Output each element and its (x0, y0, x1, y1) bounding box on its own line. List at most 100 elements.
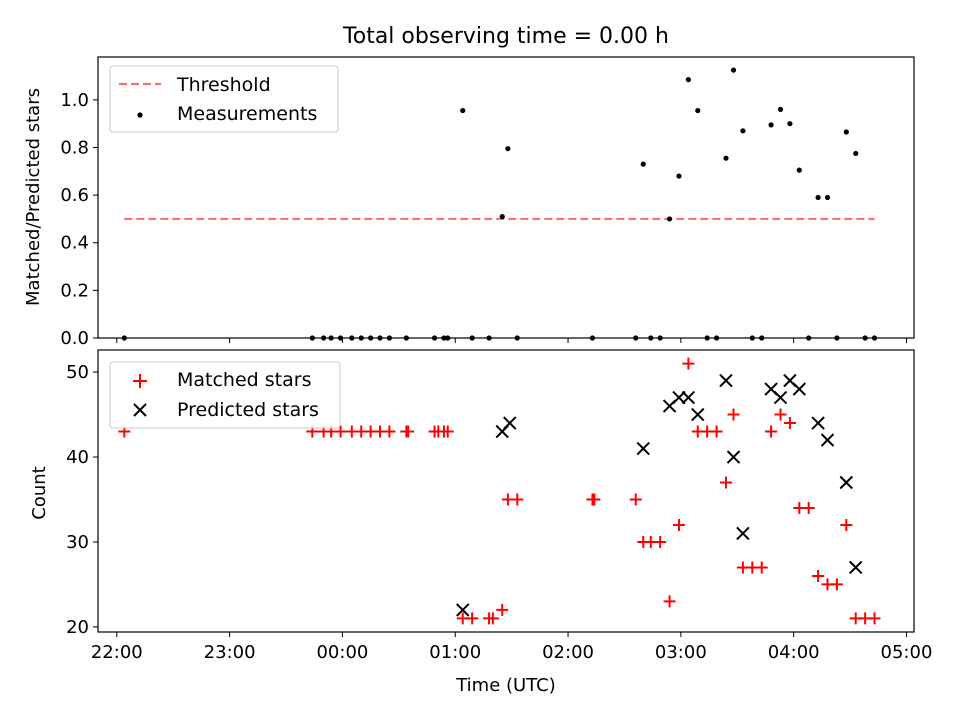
bottom-x-ticks: 22:00 23:00 00:00 01:00 02:00 03:00 04:00 05:00 (91, 632, 932, 663)
measurement-point (486, 335, 492, 341)
x-tick-label: 22:00 (91, 642, 143, 663)
bottom-y-tick-label: 50 (66, 362, 89, 383)
matched-star-marker (588, 493, 601, 506)
legend-matched-swatch (133, 374, 147, 388)
measurement-point (377, 335, 383, 341)
matched-star-marker (783, 417, 796, 430)
measurement-point (633, 335, 639, 341)
measurement-point (862, 335, 868, 341)
predicted-star-marker (849, 560, 863, 575)
matched-stars-series (118, 357, 881, 625)
top-axes-frame (97, 56, 915, 339)
top-x-ticks (116, 338, 907, 343)
chart-title: Total observing time = 0.00 h (342, 24, 669, 49)
predicted-star-marker (820, 433, 835, 447)
measurement-point (806, 335, 812, 341)
x-tick-label: 04:00 (768, 642, 820, 663)
predicted-star-marker (811, 416, 825, 430)
matched-star-marker (496, 603, 509, 616)
measurement-point (469, 335, 475, 341)
legend-threshold-label: Threshold (176, 74, 271, 96)
predicted-star-marker (636, 441, 650, 456)
predicted-stars-series (456, 373, 863, 617)
bottom-panel: Count Time (UTC) 20 30 40 50 22:00 23:00 00:0… (29, 349, 932, 696)
measurement-point (441, 335, 447, 341)
matched-star-marker (727, 408, 740, 421)
predicted-star-marker (456, 603, 470, 617)
matched-star-marker (663, 595, 676, 608)
legend-predicted-label: Predicted stars (177, 399, 319, 421)
measurement-point (431, 335, 438, 341)
predicted-star-marker (773, 390, 788, 405)
measurement-point (685, 77, 691, 83)
x-tick-label: 01:00 (429, 642, 481, 663)
measurement-point (445, 335, 451, 341)
measurement-point (834, 335, 840, 341)
bottom-y-tick-label: 40 (66, 447, 89, 468)
measurement-point (386, 335, 393, 341)
measurement-point (723, 155, 729, 161)
predicted-star-marker (691, 407, 705, 422)
predicted-star-marker (719, 373, 733, 388)
legend-measurements-label: Measurements (177, 103, 317, 125)
measurement-point (713, 335, 720, 341)
measurement-point (460, 107, 466, 114)
measurement-point (589, 335, 596, 341)
matched-star-marker (441, 425, 454, 438)
x-axis-label: Time (UTC) (455, 675, 556, 696)
measurement-point (640, 161, 646, 167)
measurement-point (499, 213, 505, 220)
measurement-point (309, 335, 315, 341)
matched-star-marker (511, 493, 524, 506)
measurement-point (777, 106, 784, 112)
x-tick-label: 23:00 (204, 642, 256, 663)
legend-predicted-swatch (133, 403, 147, 417)
matched-star-marker (334, 425, 347, 438)
measurement-point (843, 129, 849, 135)
bottom-legend-box (109, 361, 341, 429)
measurement-point (796, 167, 802, 173)
x-tick-label: 02:00 (542, 642, 594, 663)
matched-star-marker (466, 612, 479, 625)
top-y-axis-label: Matched/Predicted stars (23, 88, 44, 306)
predicted-star-marker (792, 382, 807, 396)
measurement-point (657, 335, 663, 341)
measurement-point (514, 335, 520, 341)
measurement-point (321, 335, 327, 341)
measurement-point (815, 194, 821, 201)
measurement-point (695, 107, 701, 114)
top-y-tick-label: 1.0 (60, 90, 89, 111)
matched-star-marker (719, 476, 732, 489)
measurements-series (121, 67, 878, 341)
top-y-tick-label: 0.2 (60, 280, 89, 301)
legend-measurements-swatch (137, 112, 143, 118)
predicted-star-marker (839, 475, 854, 490)
matched-star-marker (840, 518, 853, 531)
bottom-y-axis-label: Count (29, 466, 50, 519)
measurement-point (328, 335, 334, 341)
measurement-point (505, 146, 511, 152)
predicted-star-marker (736, 526, 750, 541)
matched-star-marker (383, 425, 396, 438)
matched-star-marker (402, 425, 415, 438)
measurement-point (666, 216, 673, 222)
measurement-point (358, 335, 364, 341)
matched-star-marker (868, 612, 881, 625)
matched-star-marker (654, 535, 667, 548)
top-y-tick-label: 0.4 (60, 233, 89, 254)
measurement-point (824, 194, 831, 201)
predicted-star-marker (503, 416, 517, 430)
top-y-tick-label: 0.8 (60, 137, 89, 158)
measurement-point (740, 128, 746, 134)
measurement-point (749, 335, 755, 341)
measurement-point (403, 335, 409, 341)
matched-star-marker (774, 408, 787, 421)
measurement-point (871, 335, 878, 341)
x-tick-label: 03:00 (655, 642, 707, 663)
measurement-point (768, 122, 774, 128)
matched-star-marker (682, 357, 695, 370)
predicted-star-marker (726, 450, 741, 464)
top-legend: Threshold Measurements (109, 65, 339, 133)
matched-star-marker (755, 561, 768, 574)
matched-star-marker (830, 578, 843, 591)
